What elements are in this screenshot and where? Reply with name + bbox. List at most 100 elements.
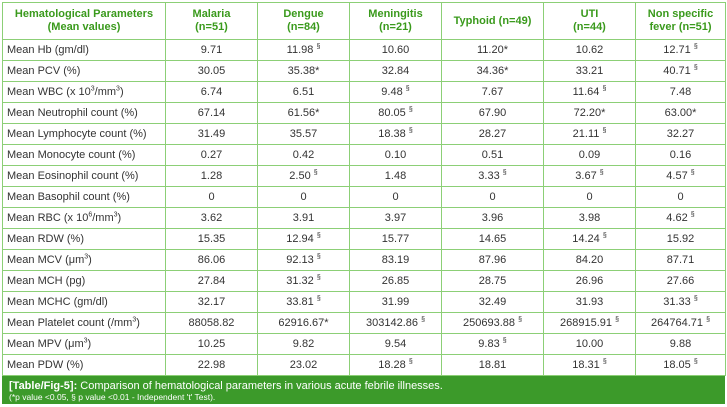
cell-value: 6.74 — [200, 86, 223, 98]
cell-value: 34.36* — [476, 65, 509, 77]
value-cell: 264764.71 § — [635, 312, 726, 334]
header-column: Dengue (n=84) — [257, 2, 350, 40]
significance-marker: § — [408, 358, 413, 366]
cell-value: 12.71 — [663, 44, 691, 56]
cell-value: 21.11 — [572, 128, 600, 140]
value-cell: 26.96 — [543, 270, 636, 292]
value-cell: 28.75 — [441, 270, 544, 292]
parameter-cell: Mean PCV (%) — [2, 60, 166, 82]
cell-value: 7.67 — [481, 86, 504, 98]
parameter-label: Mean MCHC (gm/dl) — [7, 296, 108, 308]
table-row: Mean Basophil count (%) 0 0 0 0 0 0 — [2, 186, 726, 208]
significance-marker: § — [313, 169, 318, 177]
value-cell: 7.48 — [635, 81, 726, 103]
cell-value: 2.50 — [289, 170, 311, 182]
table-row: Mean MCV (μm3) 86.06 92.13 § 83.19 87.96 84.2… — [2, 249, 726, 271]
significance-marker: § — [502, 337, 507, 345]
header-row: Hematological Parameters (Mean values) Mal… — [2, 2, 726, 40]
parameter-label: Mean Basophil count (%) — [7, 191, 130, 203]
cell-value: 0.42 — [292, 149, 315, 161]
superscript: 3 — [90, 85, 95, 93]
value-cell: 250693.88 § — [441, 312, 544, 334]
header-column: Non specific fever (n=51) — [635, 2, 726, 40]
value-cell: 31.32 § — [257, 270, 350, 292]
parameter-cell: Mean MCHC (gm/dl) — [2, 291, 166, 313]
cell-value: 26.85 — [381, 275, 410, 287]
value-cell: 4.62 § — [635, 207, 726, 229]
header-parameters: Hematological Parameters (Mean values) — [2, 2, 166, 40]
cell-value: 67.90 — [478, 107, 507, 119]
significance-marker: § — [602, 85, 607, 93]
cell-value: 31.33 — [663, 296, 691, 308]
cell-value: 0.16 — [669, 149, 692, 161]
value-cell: 14.65 — [441, 228, 544, 250]
significance-marker: § — [615, 316, 619, 324]
value-cell: 3.67 § — [543, 165, 636, 187]
table-row: Mean MCHC (gm/dl) 32.17 33.81 § 31.99 32.49 3… — [2, 291, 726, 313]
cell-value: 3.62 — [200, 212, 223, 224]
parameter-label: Mean Lymphocyte count (%) — [7, 128, 147, 140]
superscript: 6 — [88, 211, 93, 219]
cell-value: 80.05 — [378, 107, 406, 119]
header-line: (n=44) — [573, 21, 606, 33]
value-cell: 33.21 — [543, 60, 636, 82]
significance-marker: § — [316, 253, 321, 261]
cell-value: 12.94 — [286, 233, 314, 245]
value-cell: 31.93 — [543, 291, 636, 313]
cell-value: 11.64 — [572, 86, 600, 98]
value-cell: 0.51 — [441, 144, 544, 166]
cell-value: 15.77 — [381, 233, 410, 245]
parameter-label: Mean Monocyte count (%) — [7, 149, 136, 161]
parameter-label: Mean RDW (%) — [7, 233, 85, 245]
value-cell: 31.99 — [349, 291, 442, 313]
parameter-label: Mean MPV (μm — [7, 338, 84, 350]
cell-value: 9.48 — [381, 86, 403, 98]
value-cell: 2.50 § — [257, 165, 350, 187]
cell-value: 0 — [677, 191, 684, 203]
significance-marker: § — [408, 106, 413, 114]
significance-marker: § — [421, 316, 425, 324]
value-cell: 18.28 § — [349, 354, 442, 376]
table-row: Mean RBC (x 106/mm3) 3.62 3.91 3.97 3.96 3.98… — [2, 207, 726, 229]
parameter-unit-end: ) — [136, 317, 140, 329]
parameter-cell: Mean Lymphocyte count (%) — [2, 123, 166, 145]
parameter-cell: Mean MCV (μm3) — [2, 249, 166, 271]
header-column: Meningitis (n=21) — [349, 2, 442, 40]
cell-value: 18.05 — [663, 359, 691, 371]
caption-text: Comparison of hematological parameters i… — [77, 380, 443, 392]
value-cell: 11.64 § — [543, 81, 636, 103]
value-cell: 63.00* — [635, 102, 726, 124]
cell-value: 32.49 — [478, 296, 507, 308]
cell-value: 0 — [489, 191, 496, 203]
parameter-label: Mean Neutrophil count (%) — [7, 107, 138, 119]
value-cell: 9.88 — [635, 333, 726, 355]
parameter-cell: Mean WBC (x 103/mm3) — [2, 81, 166, 103]
cell-value: 86.06 — [197, 254, 226, 266]
value-cell: 10.62 — [543, 39, 636, 61]
value-cell: 12.71 § — [635, 39, 726, 61]
table-row: Mean MPV (μm3) 10.25 9.82 9.54 9.83 § 10.00 9.… — [2, 333, 726, 355]
table-row: Mean PCV (%) 30.05 35.38* 32.84 34.36* 33.21 4… — [2, 60, 726, 82]
value-cell: 0 — [349, 186, 442, 208]
cell-value: 264764.71 — [651, 317, 704, 329]
cell-value: 9.54 — [384, 338, 407, 350]
value-cell: 32.84 — [349, 60, 442, 82]
superscript: 3 — [83, 337, 88, 345]
superscript: 3 — [84, 253, 89, 261]
caption-title: [Table/Fig-5]: Comparison of hematologic… — [9, 380, 718, 392]
value-cell: 7.67 — [441, 81, 544, 103]
significance-marker: § — [502, 169, 507, 177]
significance-marker: § — [693, 64, 698, 72]
cell-value: 6.51 — [292, 86, 315, 98]
cell-value: 9.83 — [478, 338, 500, 350]
significance-marker: § — [408, 127, 413, 135]
value-cell: 15.35 — [165, 228, 258, 250]
significance-marker: § — [518, 316, 522, 324]
significance-marker: § — [316, 295, 321, 303]
cell-value: 9.82 — [292, 338, 315, 350]
parameter-cell: Mean MPV (μm3) — [2, 333, 166, 355]
cell-value: 32.17 — [197, 296, 226, 308]
cell-value: 11.98 — [286, 44, 314, 56]
header-line: (n=21) — [379, 21, 412, 33]
